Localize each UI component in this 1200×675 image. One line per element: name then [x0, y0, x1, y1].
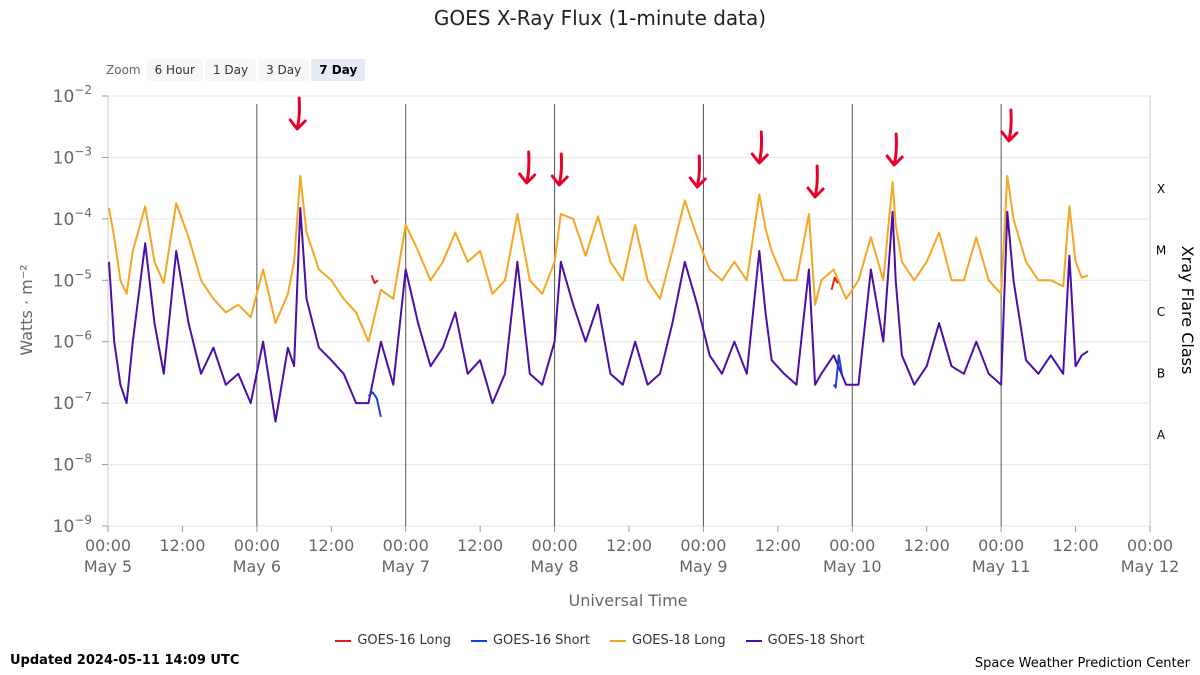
- legend-swatch: [335, 639, 352, 642]
- x-tick-time: 12:00: [606, 536, 652, 555]
- series-line-g16short: [367, 391, 382, 418]
- legend-swatch: [745, 639, 762, 642]
- flare-class-label: X: [1157, 182, 1165, 196]
- y-tick-label: 10−5: [53, 267, 92, 291]
- legend: GOES-16 Long GOES-16 Short GOES-18 Long …: [0, 633, 1200, 648]
- series-line-g18long: [108, 174, 1089, 343]
- series-line-g16short: [832, 354, 843, 389]
- annotation-arrows: [288, 96, 1019, 199]
- x-axis-label: Universal Time: [568, 591, 687, 610]
- credit-text: Space Weather Prediction Center: [974, 656, 1190, 671]
- annotation-arrow-icon: [518, 150, 537, 185]
- x-tick-date: May 9: [679, 557, 727, 576]
- annotation-arrow-icon: [885, 132, 904, 167]
- legend-label: GOES-18 Short: [767, 633, 865, 648]
- flare-class-label: B: [1157, 366, 1165, 380]
- plot-border: [107, 95, 1151, 527]
- x-tick-time: 12:00: [1053, 536, 1099, 555]
- x-tick-date: May 7: [382, 557, 430, 576]
- flare-class-label: A: [1157, 428, 1166, 442]
- annotation-arrow-icon: [550, 152, 569, 187]
- legend-swatch: [470, 639, 487, 642]
- zoom-3-day-button[interactable]: 3 Day: [258, 59, 310, 81]
- x-tick-time: 00:00: [383, 536, 429, 555]
- x-axis: 00:00 May 5 12:00 00:00 May 6 12:00 00:00 May 7…: [84, 526, 1179, 576]
- x-tick-time: 12:00: [308, 536, 354, 555]
- x-tick-time: 00:00: [680, 536, 726, 555]
- x-tick-date: May 10: [823, 557, 882, 576]
- zoom-controls: Zoom 6 Hour 1 Day 3 Day 7 Day: [106, 58, 367, 82]
- chart-area: 10−2 10−3 10−4 10−5 10−6 10−7 10−8 10−9 00:00 Ma…: [17, 83, 1197, 610]
- legend-item-goes16-short[interactable]: GOES-16 Short: [470, 633, 590, 648]
- y-tick-label: 10−8: [53, 452, 92, 476]
- legend-label: GOES-18 Long: [632, 633, 726, 648]
- y-tick-label: 10−9: [53, 513, 92, 537]
- flare-class-label: C: [1157, 305, 1165, 319]
- x-tick-date: May 8: [530, 557, 578, 576]
- y-tick-label: 10−6: [53, 329, 92, 353]
- x-tick-date: May 11: [972, 557, 1031, 576]
- annotation-arrow-icon: [1000, 108, 1019, 143]
- x-tick-time: 00:00: [1127, 536, 1173, 555]
- annotation-arrow-icon: [288, 96, 307, 131]
- legend-label: GOES-16 Short: [492, 633, 590, 648]
- x-tick-time: 00:00: [85, 536, 131, 555]
- zoom-1-day-button[interactable]: 1 Day: [204, 59, 257, 81]
- zoom-label: Zoom: [106, 63, 141, 77]
- annotation-arrow-icon: [688, 154, 707, 189]
- series-lines: [108, 174, 1089, 423]
- day-lines: [256, 104, 1002, 526]
- updated-timestamp: Updated 2024-05-11 14:09 UTC: [10, 653, 240, 668]
- y-tick-label: 10−3: [53, 144, 92, 168]
- flare-class-label: M: [1156, 244, 1166, 258]
- x-tick-time: 00:00: [234, 536, 280, 555]
- x-tick-time: 12:00: [159, 536, 205, 555]
- zoom-6-hour-button[interactable]: 6 Hour: [146, 59, 203, 81]
- annotation-arrow-icon: [750, 130, 769, 165]
- x-tick-time: 00:00: [978, 536, 1024, 555]
- x-tick-time: 00:00: [829, 536, 875, 555]
- legend-item-goes18-short[interactable]: GOES-18 Short: [745, 633, 865, 648]
- y-tick-label: 10−7: [53, 390, 92, 414]
- x-tick-time: 00:00: [532, 536, 578, 555]
- x-tick-date: May 12: [1121, 557, 1180, 576]
- legend-item-goes16-long[interactable]: GOES-16 Long: [335, 633, 451, 648]
- y-tick-label: 10−4: [53, 206, 92, 230]
- annotation-arrow-icon: [806, 164, 825, 199]
- legend-swatch: [610, 639, 626, 642]
- flare-class-axis-label: Xray Flare Class: [1178, 246, 1197, 375]
- x-tick-time: 12:00: [755, 536, 801, 555]
- y-axis: 10−2 10−3 10−4 10−5 10−6 10−7 10−8 10−9: [53, 83, 108, 537]
- series-line-g18short: [108, 207, 1089, 423]
- legend-label: GOES-16 Long: [357, 633, 451, 648]
- grid: [107, 95, 1151, 527]
- legend-item-goes18-long[interactable]: GOES-18 Long: [610, 633, 726, 648]
- x-tick-time: 12:00: [904, 536, 950, 555]
- x-tick-date: May 5: [84, 557, 132, 576]
- series-line-g16long: [370, 275, 379, 285]
- zoom-7-day-button[interactable]: 7 Day: [311, 59, 366, 81]
- flare-class-axis: X M C B A: [1156, 182, 1166, 442]
- x-tick-date: May 6: [233, 557, 281, 576]
- chart-title: GOES X-Ray Flux (1-minute data): [433, 6, 767, 30]
- x-tick-time: 12:00: [457, 536, 503, 555]
- y-axis-label: Watts · m⁻²: [17, 264, 36, 355]
- y-tick-label: 10−2: [53, 83, 92, 107]
- series-line-g16long: [830, 276, 839, 291]
